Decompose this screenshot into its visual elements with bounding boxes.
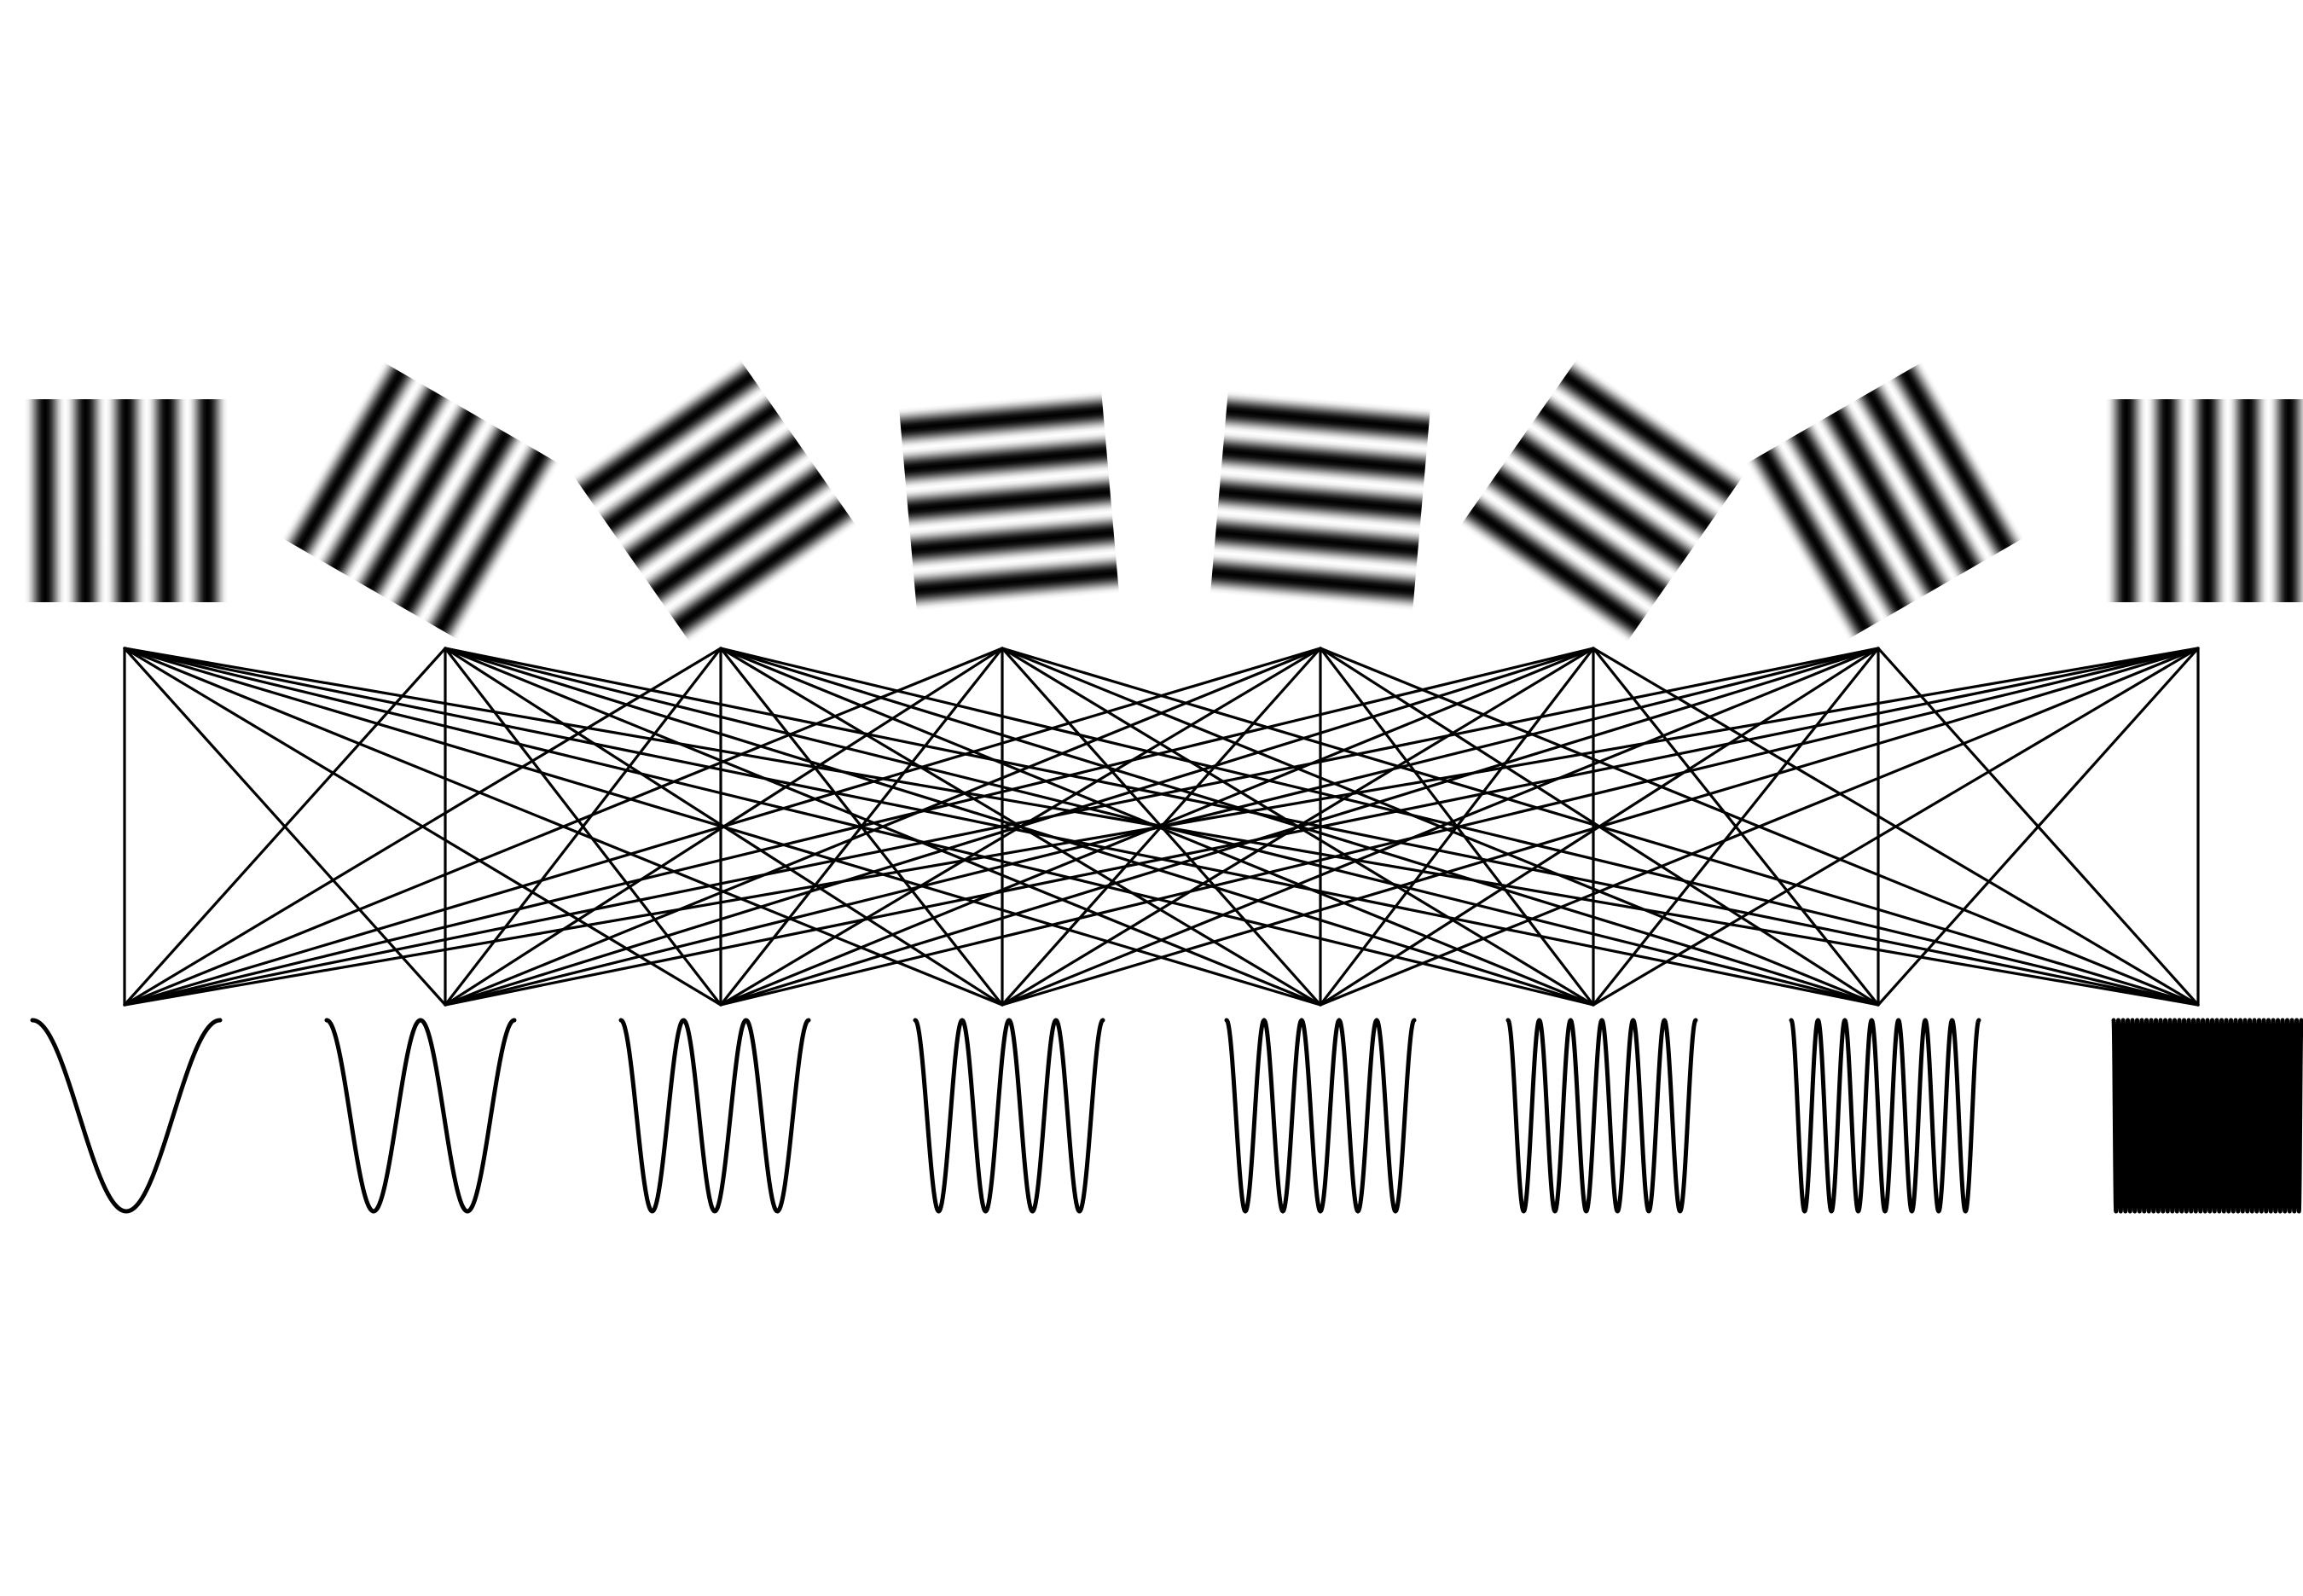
grating-3	[573, 359, 856, 642]
grating-5	[1210, 391, 1430, 611]
wave-6	[1505, 1018, 1698, 1214]
wave-8	[2111, 1018, 2303, 1214]
grating-1	[25, 399, 228, 602]
connection-line-7-1	[123, 647, 1880, 1007]
connection-line-8-3	[719, 647, 2200, 1007]
connection-line-7-4	[1001, 647, 1880, 1007]
connection-line-8-5	[1319, 647, 2200, 1007]
grating-6	[1460, 359, 1743, 642]
wave-4	[913, 1018, 1105, 1214]
connection-line-8-4	[1001, 647, 2200, 1007]
grating-7	[1746, 362, 2024, 640]
connection-line-7-6	[1592, 647, 1880, 1007]
wave-2	[324, 1018, 517, 1214]
connection-line-6-1	[123, 647, 1595, 1007]
connection-line-8-1	[123, 647, 2200, 1007]
connection-line-6-2	[444, 647, 1595, 1007]
connection-line-8-2	[444, 647, 2200, 1007]
connection-line-8-7	[1877, 647, 2200, 1007]
wave-7	[1789, 1018, 1981, 1214]
connection-line-4-1	[123, 647, 1004, 1007]
gratings-row	[25, 359, 2303, 642]
wave-1	[30, 1018, 223, 1214]
waves-row	[30, 1018, 2303, 1214]
wave-5	[1224, 1018, 1417, 1214]
connection-line-3-2	[444, 647, 722, 1007]
grating-8	[2106, 399, 2303, 602]
connection-line-5-1	[123, 647, 1322, 1007]
grating-2	[281, 362, 560, 640]
connection-network	[123, 647, 2200, 1007]
connection-line-3-1	[123, 647, 722, 1007]
connection-line-5-2	[444, 647, 1322, 1007]
connection-line-7-3	[719, 647, 1880, 1007]
wave-3	[618, 1018, 811, 1214]
connection-line-8-6	[1592, 647, 2200, 1007]
grating-4	[899, 391, 1119, 611]
connection-line-2-1	[123, 647, 447, 1007]
